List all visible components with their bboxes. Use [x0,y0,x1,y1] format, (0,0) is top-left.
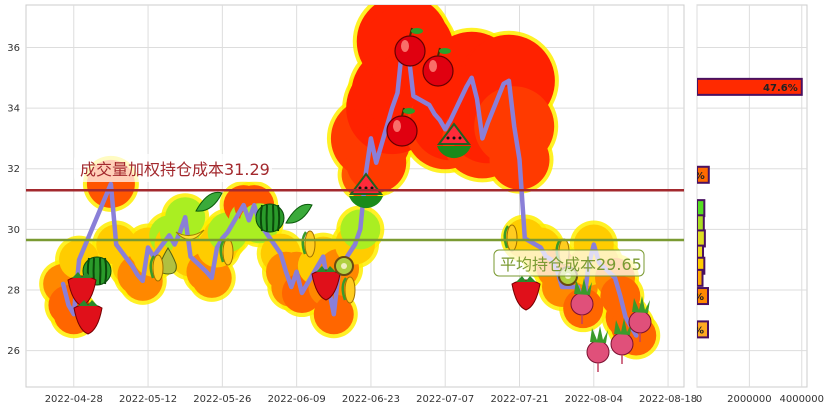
side-x-tick-label: 4000000 [779,394,824,405]
side-x-tick-label: 2000000 [727,394,772,405]
side-plot-frame [696,4,808,388]
peapod-icon [285,203,313,224]
radish-icon [610,318,634,364]
side-volume-bar [697,229,706,248]
side-axis-ticks: 0 2000000 4000000 [696,394,824,405]
corn-icon [301,230,316,258]
side-bar-label: % [694,292,704,303]
apple-icon [394,27,426,67]
average-cost-label: 平均持仓成本29.65 [500,255,642,274]
x-tick-label: 2022-07-07 [416,394,474,405]
strawberry-icon [67,272,97,307]
apple-icon [422,47,454,87]
x-tick-label: 2022-05-12 [119,394,177,405]
y-axis-ticks: 26 28 30 32 34 36 [7,43,20,357]
side-volume-bar [697,268,704,287]
side-bar-label: % [694,325,704,336]
weighted-cost-annotation: 成交量加权持仓成本31.29 [74,154,272,182]
strawberry-icon [311,266,341,301]
average-cost-annotation: 平均持仓成本29.65 [493,249,645,277]
side-volume-bars: 47.6%%%% [694,77,803,339]
y-tick-label: 28 [7,285,20,296]
strawberry-icon [73,300,103,335]
weighted-cost-label: 成交量加权持仓成本31.29 [80,160,270,179]
radish-icon [586,326,610,372]
corn-icon [341,276,356,304]
y-tick-label: 26 [7,346,20,357]
side-x-tick-label: 0 [696,394,702,405]
radish-icon [628,296,652,342]
x-tick-label: 2022-06-09 [268,394,326,405]
side-volume-bar [697,287,709,306]
y-tick-label: 36 [7,43,20,54]
side-bar-label: 47.6% [763,83,798,94]
side-volume-bar [697,214,705,233]
apple-icon [386,107,418,147]
radish-icon [570,278,594,324]
x-tick-label: 2022-06-23 [342,394,400,405]
x-tick-label: 2022-05-26 [193,394,251,405]
x-axis-ticks: 2022-04-28 2022-05-12 2022-05-26 2022-06-09… [45,394,697,405]
banana-icon [175,229,205,240]
melon-icon [437,122,471,159]
x-tick-label: 2022-04-28 [45,394,103,405]
side-volume-bar [697,199,706,218]
y-tick-label: 30 [7,225,20,236]
strawberry-icon [511,276,541,311]
corn-icon [503,224,518,252]
y-tick-label: 32 [7,164,20,175]
x-tick-label: 2022-08-18 [639,394,697,405]
side-bar-label: % [695,171,705,182]
side-volume-bar [697,320,709,339]
side-volume-bar [697,165,710,184]
y-tick-label: 34 [7,104,20,115]
corn-icon [149,254,164,282]
side-volume-bar [697,77,803,96]
x-tick-label: 2022-08-04 [565,394,623,405]
x-tick-label: 2022-07-21 [490,394,548,405]
watermelon-icon [255,203,285,233]
kiwi-icon [334,256,354,276]
peapod-icon [195,191,223,212]
corn-icon [219,238,234,266]
